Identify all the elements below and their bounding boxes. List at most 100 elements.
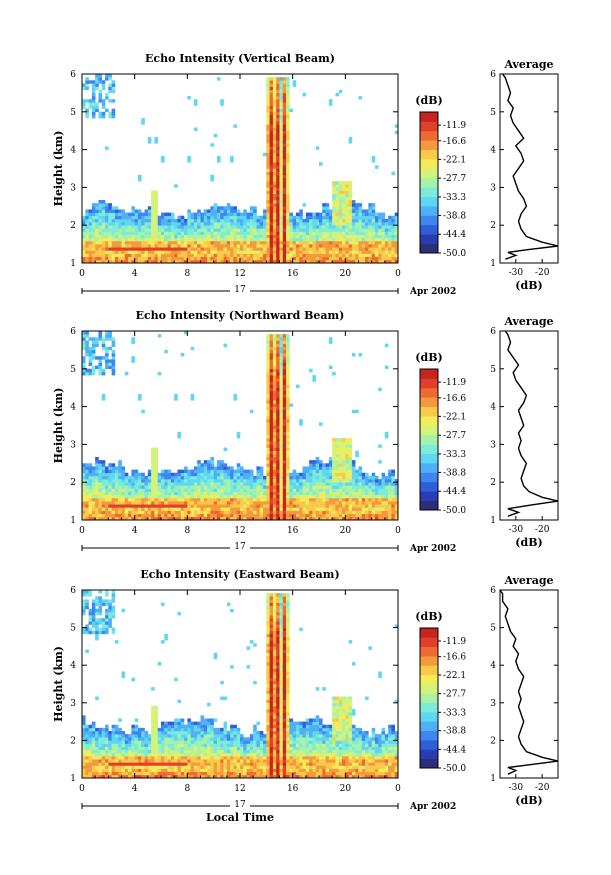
heatmap-cell	[371, 491, 376, 496]
heatmap-cell	[193, 482, 198, 486]
heatmap-cell	[203, 209, 208, 213]
heatmap-cell	[128, 247, 132, 251]
heatmap-cell	[203, 513, 208, 518]
heatmap-cell	[111, 516, 116, 521]
heatmap-cell	[365, 253, 369, 257]
heatmap-cell	[246, 247, 251, 251]
heatmap-cell	[302, 497, 307, 502]
heatmap-cell	[286, 453, 290, 458]
heatmap-cell	[345, 488, 349, 492]
heatmap-cell	[223, 244, 228, 248]
heatmap-cell	[98, 482, 103, 486]
heatmap-cell	[144, 244, 149, 248]
heatmap-cell	[111, 501, 116, 505]
heatmap-cell	[180, 225, 185, 229]
heatmap-cell	[289, 225, 293, 229]
heatmap-cell	[348, 516, 353, 521]
heatmap-cell	[286, 516, 290, 521]
heatmap-cell	[144, 516, 149, 521]
heatmap-cell	[111, 225, 116, 229]
heatmap-cell	[276, 397, 280, 401]
heatmap-cell	[197, 237, 201, 242]
heatmap-cell	[269, 108, 274, 113]
heatmap-cell	[259, 234, 264, 239]
heatmap-cell	[203, 228, 208, 232]
heatmap-cell	[207, 231, 211, 235]
average-y-tick-label: 2	[490, 478, 496, 488]
heatmap-cell	[105, 362, 109, 366]
heatmap-cell	[151, 497, 155, 502]
heatmap-cell	[95, 752, 99, 757]
heatmap-cell	[177, 253, 182, 257]
heatmap-cell	[141, 256, 145, 261]
heatmap-cell	[345, 203, 349, 207]
heatmap-cell	[154, 447, 159, 451]
heatmap-cell	[351, 228, 356, 232]
heatmap-cell	[193, 228, 198, 232]
heatmap-cell	[101, 510, 106, 514]
heatmap-cell	[82, 234, 86, 239]
heatmap-cell	[279, 346, 284, 351]
heatmap-cell	[114, 762, 119, 766]
heatmap-cell	[371, 504, 376, 508]
heatmap-cell	[266, 441, 270, 445]
heatmap-cell	[88, 463, 93, 467]
heatmap-cell	[266, 152, 270, 157]
heatmap-cell	[289, 472, 293, 477]
heatmap-cell	[335, 231, 340, 235]
heatmap-cell	[95, 504, 99, 508]
heatmap-cell	[358, 215, 363, 220]
heatmap-cell	[266, 466, 270, 470]
heatmap-cell	[282, 177, 287, 182]
heatmap-cell	[358, 231, 363, 235]
heatmap-cell	[180, 507, 185, 511]
heatmap-cell	[200, 482, 205, 486]
heatmap-cell	[131, 491, 135, 496]
heatmap-cell	[233, 504, 238, 508]
heatmap-cell	[279, 400, 284, 404]
heatmap-cell	[151, 218, 155, 223]
heatmap-cell	[272, 89, 277, 94]
heatmap-cell	[276, 482, 280, 486]
heatmap-cell	[233, 479, 238, 483]
heatmap-cell	[134, 244, 139, 248]
heatmap-cell	[88, 356, 93, 360]
heatmap-cell	[286, 485, 290, 489]
heatmap-cell	[269, 513, 274, 518]
heatmap-cell	[137, 234, 142, 239]
heatmap-cell	[325, 259, 330, 264]
heatmap-cell	[98, 756, 103, 760]
heatmap-cell	[101, 228, 106, 232]
heatmap-cell	[82, 469, 86, 474]
heatmap-cell	[220, 237, 224, 242]
heatmap-cell	[378, 460, 382, 464]
heatmap-cell	[335, 438, 340, 442]
heatmap-cell	[82, 494, 86, 499]
heatmap-cell	[184, 218, 188, 223]
heatmap-cell	[279, 149, 284, 154]
heatmap-cell	[345, 256, 349, 261]
heatmap-cell	[263, 244, 267, 248]
heatmap-cell	[174, 485, 178, 489]
heatmap-cell	[95, 482, 99, 486]
heatmap-cell	[82, 368, 86, 373]
heatmap-cell	[174, 250, 178, 254]
heatmap-cell	[240, 510, 244, 514]
heatmap-cell	[82, 466, 86, 470]
heatmap-cell	[82, 105, 86, 109]
heatmap-cell	[134, 497, 139, 502]
heatmap-cell	[269, 469, 274, 474]
heatmap-cell	[161, 237, 165, 242]
heatmap-cell	[223, 475, 228, 480]
heatmap-cell	[315, 218, 320, 223]
heatmap-cell	[315, 491, 320, 496]
heatmap-cell	[144, 215, 149, 220]
heatmap-cell	[391, 472, 396, 477]
heatmap-cell	[246, 479, 251, 483]
heatmap-cell	[128, 737, 132, 741]
heatmap-cell	[351, 237, 356, 242]
heatmap-cell	[210, 504, 214, 508]
heatmap-cell	[161, 228, 165, 232]
colorbar-swatch	[420, 149, 438, 160]
heatmap-cell	[95, 608, 99, 613]
